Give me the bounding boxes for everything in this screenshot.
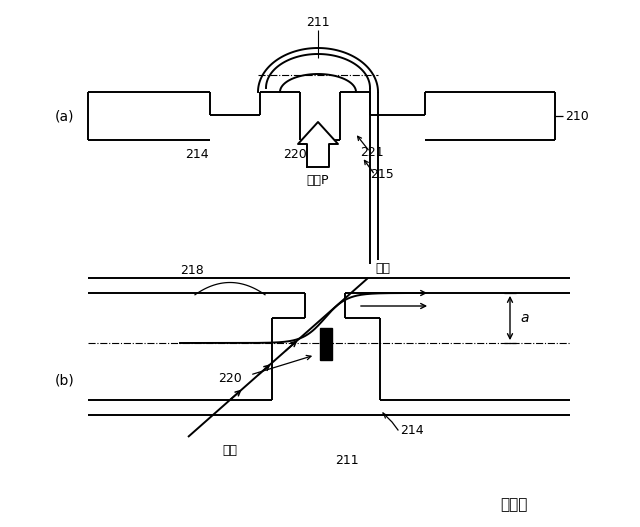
Text: 214: 214 <box>185 149 209 161</box>
Text: 211: 211 <box>306 15 330 28</box>
Text: 圧力P: 圧力P <box>307 173 329 187</box>
Text: 221: 221 <box>360 145 383 159</box>
Text: 引張: 引張 <box>375 261 390 275</box>
Text: 220: 220 <box>283 149 307 161</box>
Text: (a): (a) <box>55 109 74 123</box>
Text: 圧縮: 圧縮 <box>223 444 237 456</box>
Text: 210: 210 <box>565 110 589 122</box>
Text: (b): (b) <box>55 373 75 387</box>
Text: a: a <box>520 311 529 325</box>
Text: 218: 218 <box>180 264 204 277</box>
Polygon shape <box>320 328 332 360</box>
Text: 211: 211 <box>335 454 358 466</box>
Text: 215: 215 <box>370 169 394 181</box>
Text: 220: 220 <box>218 372 242 385</box>
Polygon shape <box>298 122 338 167</box>
Text: 214: 214 <box>400 424 424 436</box>
Text: 図２０: 図２０ <box>500 497 527 512</box>
